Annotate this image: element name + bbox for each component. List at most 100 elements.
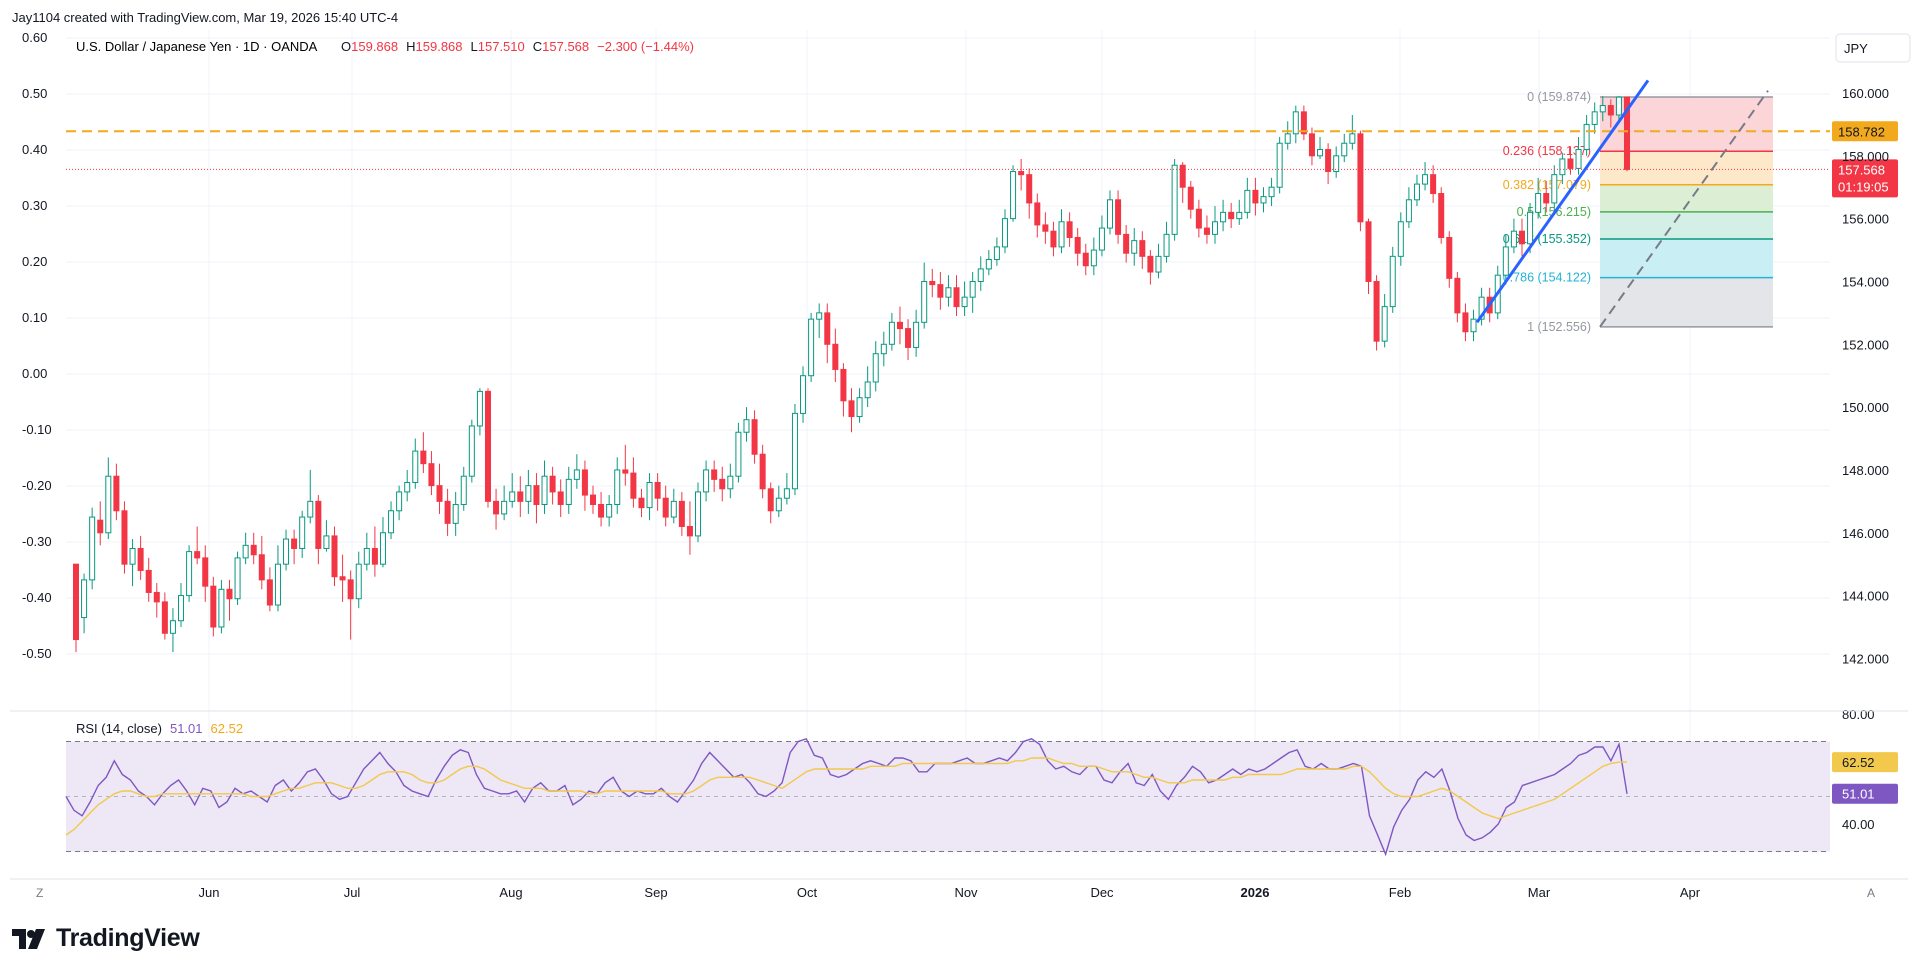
candle: [501, 485, 508, 521]
candle: [783, 473, 790, 505]
candle: [355, 551, 362, 609]
candle-body: [509, 491, 516, 502]
last-price-tag-text: 157.568: [1838, 162, 1885, 177]
rsi-pane: 80.00 40.00 62.52 51.01: [65, 707, 1898, 857]
candle: [1430, 165, 1437, 203]
left-axis-tick: -0.10: [22, 422, 52, 437]
candle: [509, 473, 516, 508]
candle-body: [565, 478, 572, 505]
candle: [1535, 177, 1542, 219]
candle: [460, 466, 467, 511]
candle-body: [1535, 193, 1542, 213]
left-axis-tick: 0.50: [22, 86, 47, 101]
candle-body: [525, 485, 532, 502]
candle-body: [1212, 221, 1219, 235]
candle: [1220, 199, 1227, 232]
auto-scale-button[interactable]: A: [1867, 886, 1875, 900]
candle-body: [1082, 252, 1089, 267]
candle: [1397, 212, 1404, 266]
candle-body: [872, 353, 879, 383]
candle-body: [323, 535, 330, 549]
time-axis-tick: 2026: [1241, 885, 1270, 900]
log-scale-button[interactable]: Z: [36, 886, 43, 900]
candle: [711, 460, 718, 492]
candle: [436, 463, 443, 514]
candle: [81, 573, 88, 634]
candle: [767, 482, 774, 524]
candle-body: [363, 547, 370, 565]
candle-body: [202, 557, 209, 587]
left-axis-tick: 0.40: [22, 142, 47, 157]
candle: [1510, 218, 1517, 254]
candle: [1591, 102, 1598, 134]
rsi-value-tag-text: 51.01: [1842, 787, 1875, 802]
candle-body: [1276, 142, 1283, 188]
left-axis-tick: -0.20: [22, 478, 52, 493]
candle-body: [169, 620, 176, 634]
candle-body: [1446, 236, 1453, 279]
candle: [517, 476, 524, 518]
candle: [178, 583, 185, 627]
candle-body: [1462, 312, 1469, 333]
candle-body: [541, 475, 548, 505]
candle: [1308, 127, 1315, 166]
candle: [751, 410, 758, 464]
candle-body: [791, 412, 798, 490]
candle-body: [1244, 189, 1251, 213]
candle-body: [1422, 174, 1429, 185]
candle-body: [557, 491, 564, 505]
candle-body: [1567, 158, 1574, 169]
candle: [557, 479, 564, 518]
candle-body: [533, 485, 540, 505]
candle: [121, 501, 128, 574]
candle-body: [283, 538, 290, 565]
candle: [371, 526, 378, 577]
candle: [307, 469, 314, 524]
currency-label: JPY: [1844, 41, 1868, 56]
candle: [186, 545, 193, 602]
candle: [896, 306, 903, 345]
candle: [1599, 96, 1606, 122]
candle-body: [767, 488, 774, 512]
candle-body: [703, 469, 710, 493]
candle: [1478, 287, 1485, 326]
tradingview-brand[interactable]: TradingView: [12, 924, 200, 953]
candle: [161, 592, 168, 640]
candle: [1066, 212, 1073, 247]
candle-body: [1187, 186, 1194, 210]
currency-badge[interactable]: [1835, 33, 1911, 63]
rsi-ma-tag-text: 62.52: [1842, 755, 1875, 770]
candle: [218, 579, 225, 634]
candle-body: [1034, 202, 1041, 226]
candle-body: [436, 485, 443, 502]
candle-body: [937, 284, 944, 298]
candle-body: [444, 500, 451, 524]
candle-body: [654, 482, 661, 499]
candle-body: [856, 397, 863, 418]
fib-zone: [1600, 184, 1773, 212]
candle: [210, 576, 217, 637]
candle-body: [880, 343, 887, 355]
candle: [1163, 221, 1170, 263]
candle-body: [977, 268, 984, 282]
candle: [1502, 234, 1509, 285]
candle-body: [969, 280, 976, 298]
candle-body: [1018, 171, 1025, 176]
candle-body: [589, 494, 597, 505]
candle: [274, 545, 281, 612]
candle-body: [1268, 186, 1275, 198]
candle: [379, 517, 386, 568]
candle: [1131, 228, 1138, 266]
candle-body: [573, 469, 580, 480]
candle-body: [137, 547, 144, 571]
candle-body: [501, 500, 508, 515]
candle: [1203, 215, 1210, 244]
fib-level-label: 0.786 (154.122): [1503, 271, 1591, 285]
time-axis-tick: Mar: [1528, 885, 1551, 900]
candle: [1357, 130, 1364, 232]
price-axis-tick: 156.000: [1842, 212, 1889, 227]
candle: [250, 532, 257, 565]
candle: [1413, 174, 1420, 207]
candle-body: [1123, 233, 1130, 254]
